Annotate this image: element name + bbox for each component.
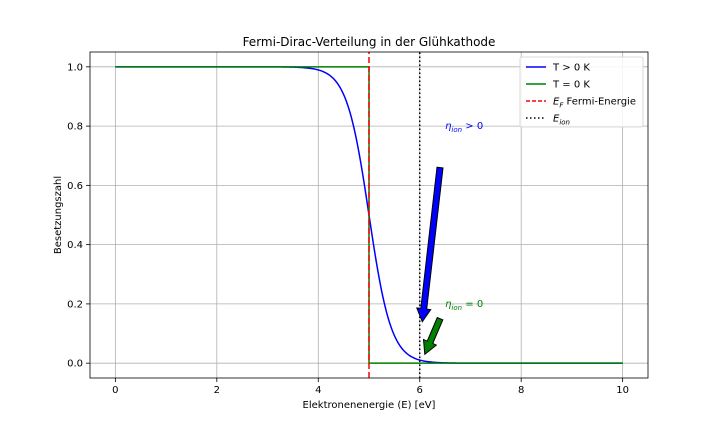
x-tick-label: 0 bbox=[112, 385, 118, 396]
plot-area-frame bbox=[89, 51, 649, 379]
annotations: ηion > 0 ηion = 0 bbox=[416, 121, 483, 356]
chart-title: Fermi-Dirac-Verteilung in der Glühkathod… bbox=[243, 35, 496, 49]
y-tick-label: 0.2 bbox=[67, 299, 83, 310]
x-tick-label: 8 bbox=[518, 385, 524, 396]
legend-box bbox=[519, 56, 644, 128]
annotation-text-1: ηion = 0 bbox=[445, 299, 483, 312]
y-tick-label: 0.4 bbox=[67, 240, 83, 251]
legend-entry-2: EF Fermi-Energie bbox=[553, 97, 636, 110]
y-tick-label: 0.0 bbox=[67, 359, 83, 370]
y-tick-label: 0.6 bbox=[67, 181, 83, 192]
x-tick-label: 10 bbox=[616, 385, 629, 396]
legend-entry-3: Eion bbox=[553, 114, 570, 127]
annotation-arrow-1 bbox=[422, 316, 444, 356]
y-tick-label: 0.8 bbox=[67, 122, 83, 133]
x-axis-label: Elektronenenergie (E) [eV] bbox=[303, 400, 436, 411]
legend-entry-0: T > 0 K bbox=[552, 63, 590, 74]
annotation-arrow-0 bbox=[416, 166, 444, 323]
axis-ticks: 0 2 4 6 8 10 0.0 0.2 0.4 0.6 0.8 1.0 bbox=[67, 62, 629, 396]
x-tick-label: 4 bbox=[315, 385, 321, 396]
y-tick-label: 1.0 bbox=[67, 62, 83, 73]
x-tick-label: 6 bbox=[417, 385, 423, 396]
annotation-text-0: ηion > 0 bbox=[445, 121, 483, 134]
legend-entry-1: T = 0 K bbox=[552, 80, 590, 91]
y-axis-label: Besetzungszahl bbox=[53, 176, 64, 254]
legend: T > 0 K T = 0 K EF Fermi-Energie Eion bbox=[519, 56, 644, 128]
x-tick-label: 2 bbox=[214, 385, 220, 396]
series-lines bbox=[115, 52, 623, 378]
